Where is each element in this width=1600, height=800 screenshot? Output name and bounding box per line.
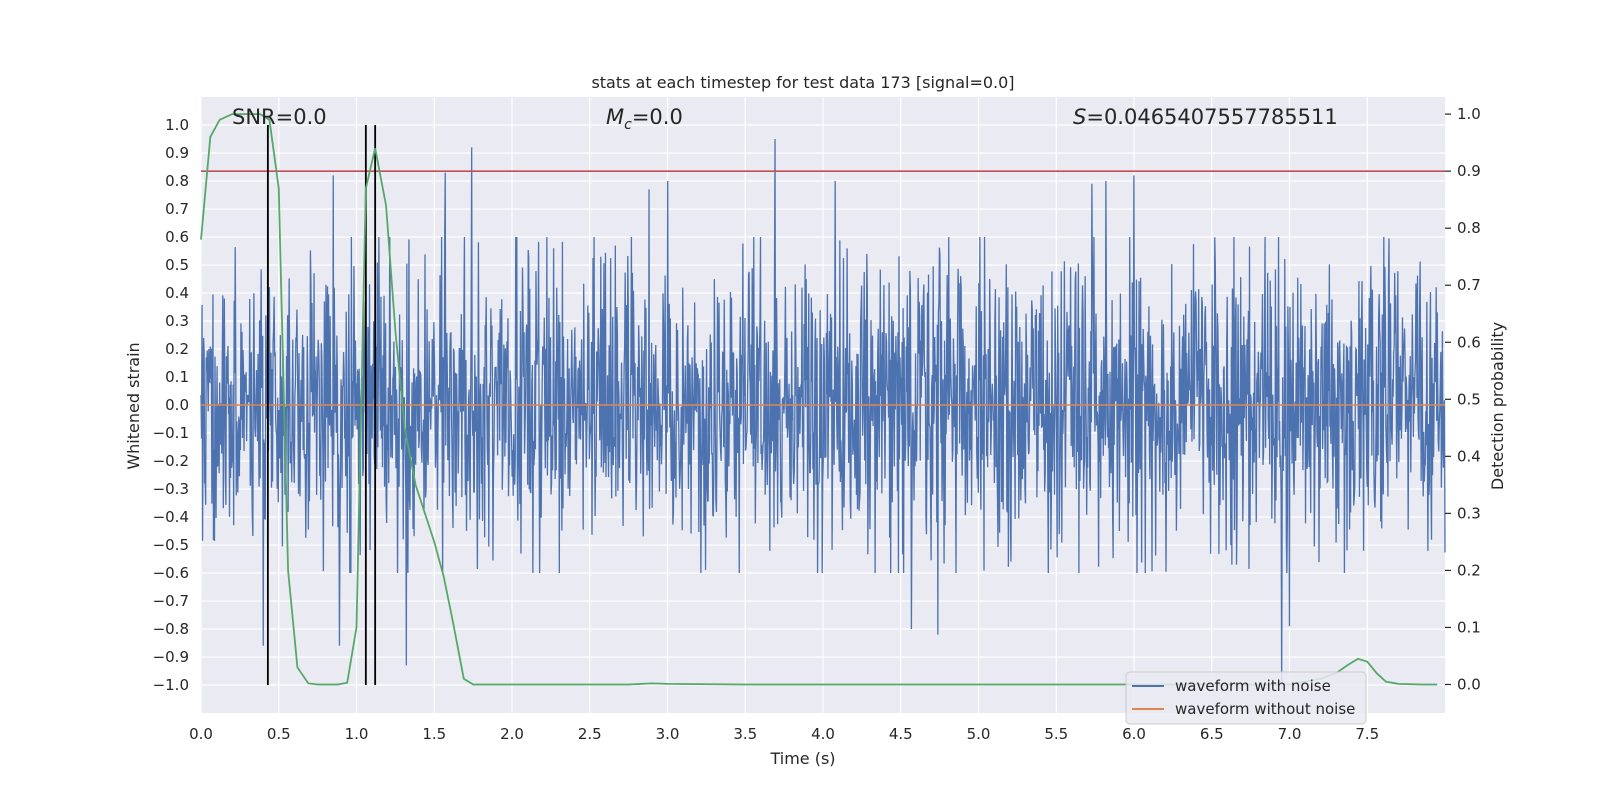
y-tick-label: −0.3	[153, 480, 189, 498]
x-tick-label: 6.0	[1122, 725, 1146, 743]
x-tick-label: 2.5	[578, 725, 602, 743]
x-tick-label: 4.5	[889, 725, 913, 743]
y-right-tick-label: 0.8	[1457, 219, 1481, 237]
chirp-mass-symbol: M	[606, 105, 624, 129]
x-tick-label: 3.0	[656, 725, 680, 743]
y-right-tick-label: 0.3	[1457, 504, 1481, 522]
legend-entry-noise: waveform with noise	[1175, 677, 1331, 695]
y-tick-label: 1.0	[165, 116, 189, 134]
legend-box	[1125, 671, 1367, 725]
y-tick-label: 0.6	[165, 228, 189, 246]
y-tick-label: 0.2	[165, 340, 189, 358]
legend-entry-clean: waveform without noise	[1175, 700, 1355, 718]
series-waveform-with-noise	[200, 138, 1446, 686]
x-tick-label: 6.5	[1200, 725, 1224, 743]
waveform-with-noise-line	[200, 138, 1446, 686]
y-tick-label: 0.3	[165, 312, 189, 330]
y-right-tick-label: 0.9	[1457, 162, 1481, 180]
legend: waveform with noise waveform without noi…	[1125, 671, 1367, 725]
y-tick-label: −0.1	[153, 424, 189, 442]
chart-title: stats at each timestep for test data 173…	[591, 73, 1014, 92]
snr-annotation: SNR=0.0	[232, 105, 327, 129]
y-tick-label: 0.5	[165, 256, 189, 274]
y-right-tick-label: 0.4	[1457, 447, 1481, 465]
x-tick-label: 7.0	[1278, 725, 1302, 743]
x-tick-label: 0.5	[267, 725, 291, 743]
y-axis-right: 1.0 0.9 0.8 0.7 0.6 0.5 0.4 0.3 0.2 0.1 0.0	[1445, 105, 1481, 693]
x-tick-label: 2.0	[500, 725, 524, 743]
x-tick-label: 7.5	[1355, 725, 1379, 743]
y-right-tick-label: 0.7	[1457, 276, 1481, 294]
chirp-mass-value: =0.0	[632, 105, 683, 129]
y-tick-label: −0.8	[153, 620, 189, 638]
x-tick-label: 4.0	[811, 725, 835, 743]
y-tick-label: 0.4	[165, 284, 189, 302]
y-right-tick-label: 1.0	[1457, 105, 1481, 123]
chirp-mass-annotation: Mc=0.0	[606, 105, 683, 133]
x-tick-label: 5.5	[1044, 725, 1068, 743]
y-right-tick-label: 0.5	[1457, 390, 1481, 408]
y-right-tick-label: 0.2	[1457, 561, 1481, 579]
y-tick-label: −0.4	[153, 508, 189, 526]
y-tick-label: −0.2	[153, 452, 189, 470]
y-right-tick-label: 0.0	[1457, 675, 1481, 693]
y-tick-label: −0.6	[153, 564, 189, 582]
y-tick-label: 0.1	[165, 368, 189, 386]
y-tick-label: −0.5	[153, 536, 189, 554]
y-right-tick-label: 0.1	[1457, 618, 1481, 636]
y-right-tick-label: 0.6	[1457, 333, 1481, 351]
y-axis-left: 1.0 0.9 0.8 0.7 0.6 0.5 0.4 0.3 0.2 0.1 0.0 −0.1 −0.…	[153, 116, 189, 694]
y-tick-label: 0.7	[165, 200, 189, 218]
y-tick-label: 0.0	[165, 396, 189, 414]
x-axis-label: Time (s)	[769, 749, 835, 768]
x-axis: 0.0 0.5 1.0 1.5 2.0 2.5 3.0 3.5 4.0 4.5 5.0 5.5 6.0 6…	[189, 725, 1379, 743]
y-tick-label: 0.9	[165, 144, 189, 162]
chirp-mass-subscript: c	[624, 117, 632, 133]
s-annotation: S=0.0465407557785511	[1073, 105, 1338, 129]
x-tick-label: 3.5	[733, 725, 757, 743]
s-symbol: S	[1073, 105, 1086, 129]
y-tick-label: −1.0	[153, 676, 189, 694]
y-tick-label: 0.8	[165, 172, 189, 190]
y-axis-right-label: Detection probability	[1488, 322, 1507, 490]
s-value: =0.0465407557785511	[1086, 105, 1337, 129]
x-tick-label: 1.5	[422, 725, 446, 743]
x-tick-label: 0.0	[189, 725, 213, 743]
x-tick-label: 5.0	[967, 725, 991, 743]
x-tick-label: 1.0	[345, 725, 369, 743]
y-tick-label: −0.9	[153, 648, 189, 666]
y-axis-label: Whitened strain	[124, 342, 143, 469]
y-tick-label: −0.7	[153, 592, 189, 610]
